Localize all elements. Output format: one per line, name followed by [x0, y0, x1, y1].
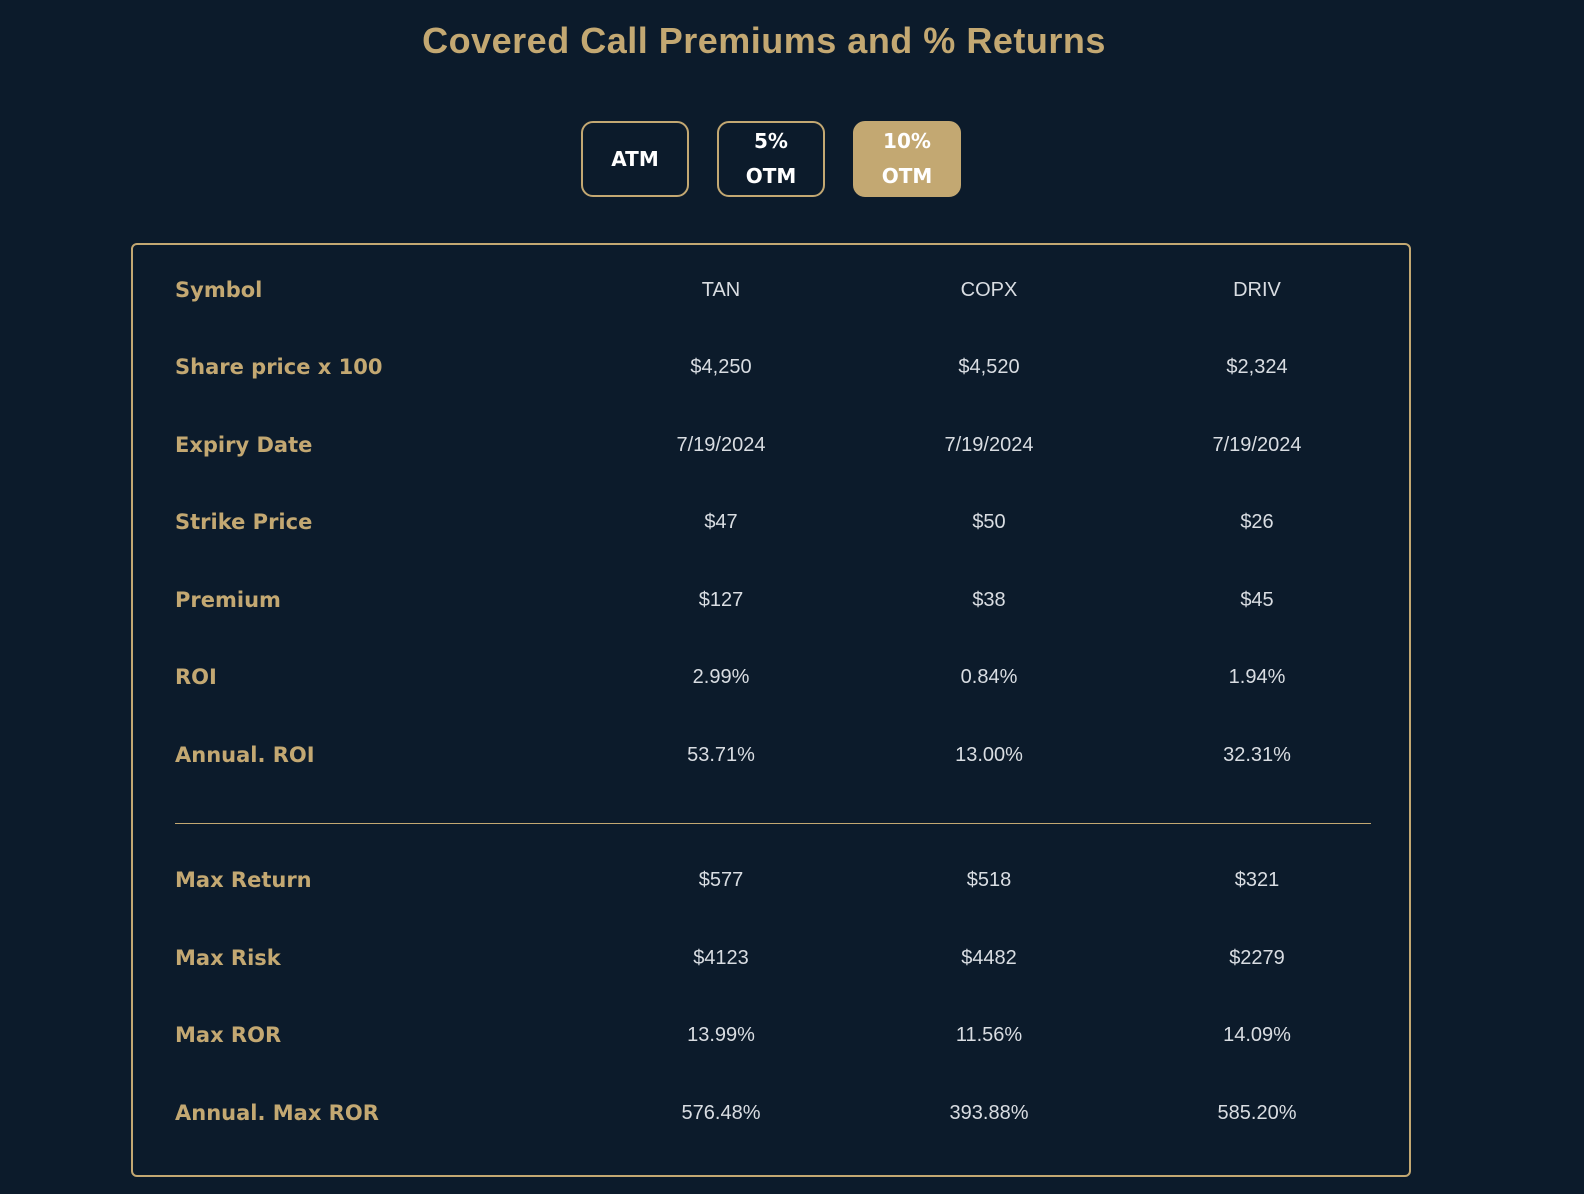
row-label: Strike Price [175, 510, 313, 534]
table-row: Share price x 100 $4,250 $4,520 $2,324 [175, 347, 1371, 387]
table-row: Max Return $577 $518 $321 [175, 860, 1371, 900]
table-row: Premium $127 $38 $45 [175, 580, 1371, 620]
table-cell: 14.09% [1223, 1023, 1291, 1046]
toggle-5-otm-button[interactable]: 5% OTM [717, 121, 825, 197]
toggle-label: OTM [745, 164, 797, 188]
toggle-atm-button[interactable]: ATM [581, 121, 689, 197]
table-row: ROI 2.99% 0.84% 1.94% [175, 657, 1371, 697]
row-label: Max Risk [175, 946, 281, 970]
toggle-label: 5% [754, 129, 788, 153]
table-cell: $127 [698, 588, 744, 611]
table-row: Strike Price $47 $50 $26 [175, 502, 1371, 542]
table-cell: 7/19/2024 [944, 433, 1034, 456]
table-cell: COPX [960, 278, 1018, 301]
table-cell: TAN [701, 278, 741, 301]
section-divider [175, 823, 1371, 824]
table-cell: $26 [1240, 510, 1274, 533]
row-label: Share price x 100 [175, 355, 383, 379]
table-cell: $38 [972, 588, 1006, 611]
row-label: Annual. ROI [175, 743, 315, 767]
table-cell: $4,520 [958, 355, 1020, 378]
strike-toggle-group: ATM 5% OTM 10% OTM [581, 121, 961, 197]
table-row: Max ROR 13.99% 11.56% 14.09% [175, 1015, 1371, 1055]
row-label: Expiry Date [175, 433, 313, 457]
table-row: Annual. Max ROR 576.48% 393.88% 585.20% [175, 1093, 1371, 1133]
table-row: Expiry Date 7/19/2024 7/19/2024 7/19/202… [175, 425, 1371, 465]
table-row: Symbol TAN COPX DRIV [175, 270, 1371, 310]
row-label: ROI [175, 665, 217, 689]
table-cell: 32.31% [1223, 743, 1291, 766]
toggle-label: ATM [611, 146, 659, 171]
table-cell: $4,250 [690, 355, 752, 378]
table-cell: DRIV [1233, 278, 1281, 301]
table-cell: $45 [1240, 588, 1274, 611]
table-cell: $577 [698, 868, 744, 891]
toggle-10-otm-button[interactable]: 10% OTM [853, 121, 961, 197]
table-cell: 7/19/2024 [1212, 433, 1302, 456]
table-cell: $2279 [1229, 946, 1285, 969]
toggle-label: OTM [881, 164, 933, 188]
table-cell: $321 [1234, 868, 1280, 891]
row-label: Max ROR [175, 1023, 282, 1047]
row-label: Max Return [175, 868, 312, 892]
table-cell: 53.71% [687, 743, 755, 766]
row-label: Symbol [175, 278, 263, 302]
table-cell: $50 [972, 510, 1006, 533]
table-cell: 585.20% [1217, 1101, 1297, 1124]
row-label: Annual. Max ROR [175, 1101, 379, 1125]
table-cell: $47 [704, 510, 738, 533]
table-row: Max Risk $4123 $4482 $2279 [175, 938, 1371, 978]
table-cell: 13.99% [687, 1023, 755, 1046]
table-cell: 11.56% [955, 1023, 1023, 1046]
table-cell: $4482 [961, 946, 1017, 969]
table-cell: 13.00% [955, 743, 1023, 766]
table-cell: 576.48% [681, 1101, 761, 1124]
table-cell: 1.94% [1228, 665, 1286, 688]
table-row: Annual. ROI 53.71% 13.00% 32.31% [175, 735, 1371, 775]
covered-call-table: Symbol TAN COPX DRIV Share price x 100 $… [131, 243, 1411, 1177]
table-cell: $2,324 [1226, 355, 1288, 378]
table-cell: 393.88% [949, 1101, 1029, 1124]
page-title: Covered Call Premiums and % Returns [422, 20, 1106, 61]
table-cell: 0.84% [960, 665, 1018, 688]
table-cell: $518 [966, 868, 1012, 891]
table-cell: $4123 [693, 946, 749, 969]
table-cell: 7/19/2024 [676, 433, 766, 456]
table-cell: 2.99% [692, 665, 750, 688]
row-label: Premium [175, 588, 281, 612]
toggle-label: 10% [883, 129, 931, 153]
